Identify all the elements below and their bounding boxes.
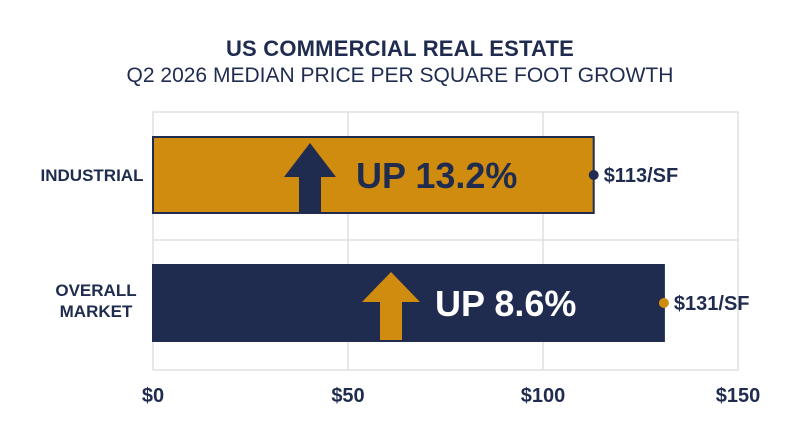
growth-label: UP 13.2% bbox=[356, 155, 517, 196]
growth-label: UP 8.6% bbox=[435, 283, 576, 324]
x-tick-label: $100 bbox=[521, 385, 566, 407]
x-tick-label: $50 bbox=[331, 385, 364, 407]
bar-value-label: $131/SF bbox=[674, 293, 750, 315]
category-label: OVERALL MARKET bbox=[55, 281, 136, 321]
bar-end-marker bbox=[658, 298, 669, 308]
up-arrow-icon bbox=[284, 143, 336, 212]
plot-frame bbox=[152, 111, 739, 371]
category-label: INDUSTRIAL bbox=[41, 166, 144, 185]
up-arrow-icon bbox=[362, 272, 420, 340]
bar bbox=[152, 264, 665, 342]
bar-value-label: $113/SF bbox=[604, 165, 679, 187]
bar-end-marker bbox=[588, 170, 599, 180]
x-tick-label: $150 bbox=[716, 385, 761, 407]
chart-subtitle: Q2 2026 MEDIAN PRICE PER SQUARE FOOT GRO… bbox=[126, 64, 674, 87]
chart-title: US COMMERCIAL REAL ESTATE bbox=[225, 36, 575, 61]
x-tick-label: $0 bbox=[142, 385, 164, 407]
